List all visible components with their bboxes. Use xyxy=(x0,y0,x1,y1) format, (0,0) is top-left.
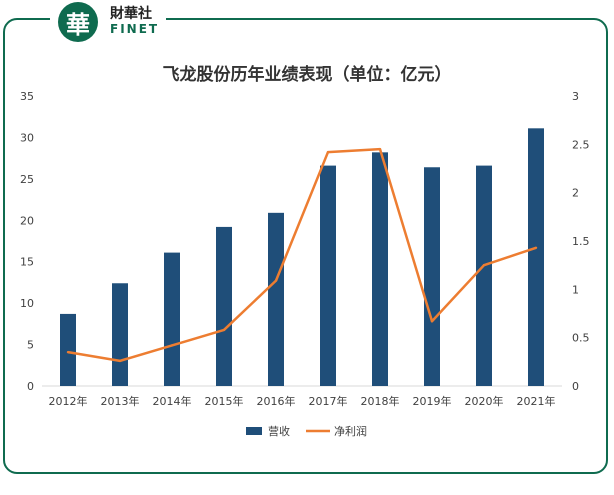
x-tick-label: 2020年 xyxy=(465,394,504,408)
net-profit-point xyxy=(274,279,278,282)
x-tick-label: 2021年 xyxy=(517,394,556,408)
y-left-tick-label: 0 xyxy=(27,380,34,393)
chart-card xyxy=(3,18,608,474)
x-tick-label: 2017年 xyxy=(309,394,348,408)
y-left-tick-label: 5 xyxy=(27,339,34,352)
revenue-bar xyxy=(216,226,232,386)
y-right-tick-label: 0 xyxy=(572,380,579,393)
legend-revenue-swatch xyxy=(246,427,262,435)
y-right-tick-label: 1 xyxy=(572,283,579,296)
net-profit-point xyxy=(378,147,382,151)
y-right-tick-label: 1.5 xyxy=(572,235,590,248)
y-left-tick-label: 10 xyxy=(20,297,34,310)
y-left-tick-label: 20 xyxy=(20,214,34,227)
net-profit-point xyxy=(170,344,174,347)
y-left-tick-label: 15 xyxy=(20,256,34,269)
x-tick-label: 2018年 xyxy=(361,394,400,408)
net-profit-line xyxy=(67,147,537,363)
revenue-bar xyxy=(60,313,76,386)
y-right-tick-label: 2 xyxy=(572,187,579,200)
brand-name-cn: 財華社 xyxy=(110,6,152,22)
net-profit-point xyxy=(118,359,122,363)
y-right-tick-label: 2.5 xyxy=(572,138,590,151)
revenue-bar xyxy=(320,165,336,386)
net-profit-point xyxy=(482,263,486,267)
y-left-tick-label: 35 xyxy=(20,90,34,103)
revenue-bar xyxy=(424,167,440,386)
net-profit-point xyxy=(430,320,434,323)
x-tick-label: 2019年 xyxy=(413,394,452,408)
revenue-bar xyxy=(476,165,492,386)
finet-logo-badge: 華 xyxy=(58,2,98,42)
y-left-tick-label: 30 xyxy=(20,131,34,144)
x-tick-label: 2016年 xyxy=(257,394,296,408)
legend-revenue-label: 营收 xyxy=(268,424,290,438)
x-tick-label: 2015年 xyxy=(205,394,244,408)
net-profit-point xyxy=(534,246,538,249)
chart-title: 飞龙股份历年业绩表现（单位：亿元） xyxy=(162,65,452,85)
x-tick-label: 2013年 xyxy=(101,394,140,408)
net-profit-point xyxy=(222,328,226,332)
revenue-bar xyxy=(268,212,284,386)
revenue-bar xyxy=(372,152,388,386)
y-right-tick-label: 0.5 xyxy=(572,332,590,345)
revenue-bar xyxy=(112,283,128,386)
net-profit-point xyxy=(326,150,330,154)
legend-profit-label: 净利润 xyxy=(334,424,367,438)
revenue-bar xyxy=(528,128,544,387)
net-profit-point xyxy=(66,350,70,354)
brand-name-en: FINET xyxy=(110,22,160,36)
x-tick-label: 2014年 xyxy=(153,394,192,408)
y-right-tick-label: 3 xyxy=(572,90,579,103)
finet-logo-text: 財華社 FINET xyxy=(104,6,166,36)
x-tick-label: 2012年 xyxy=(49,394,88,408)
revenue-bar xyxy=(164,252,180,386)
y-left-tick-label: 25 xyxy=(20,173,34,186)
